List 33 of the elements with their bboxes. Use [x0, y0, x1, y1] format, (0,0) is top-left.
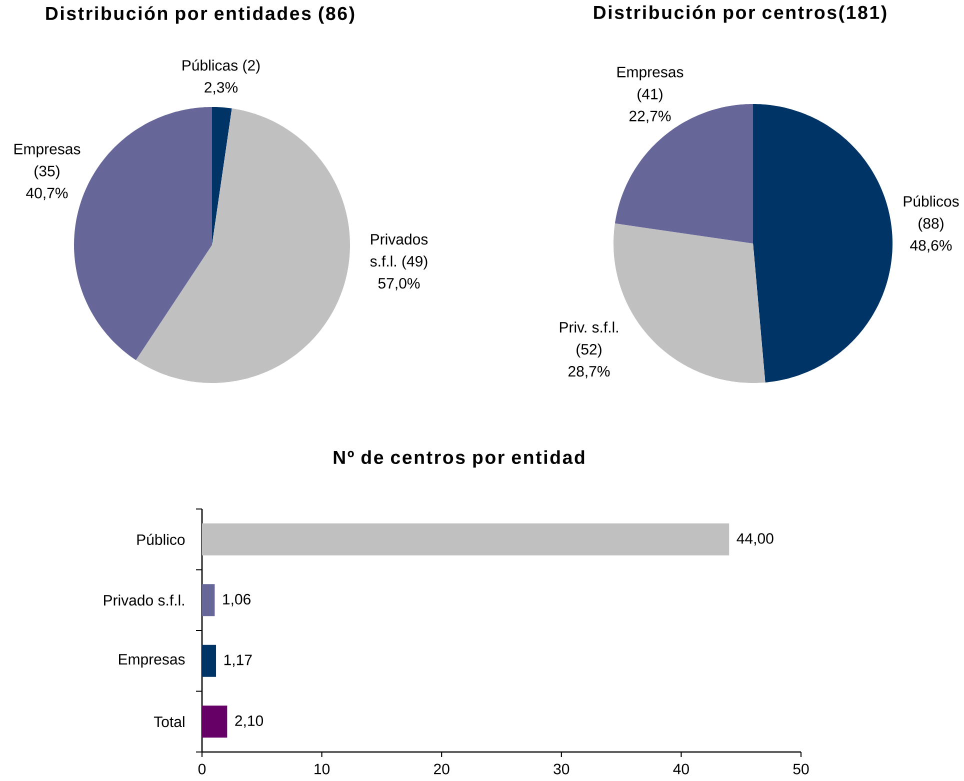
slice-label: Priv. s.f.l. (52) [560, 322, 618, 358]
data-label: 1,06 [223, 594, 250, 606]
data-label: 40,7% [26, 188, 68, 200]
chart-title: Distribución por centros(181) [594, 5, 886, 23]
slice-label: Públicas (2) [182, 60, 260, 74]
x-tick-label: 0 [198, 764, 206, 774]
x-tick-label: 50 [793, 764, 809, 774]
data-label: 22,7% [629, 110, 671, 124]
chart-title: Distribución por entidades (86) [46, 6, 354, 24]
y-tick-label: Empresas [119, 654, 185, 668]
data-label: 1,17 [224, 654, 252, 667]
slice-label: Privados s.f.l. (49) [370, 234, 428, 270]
data-label: 28,7% [568, 366, 610, 378]
x-tick-label: 10 [314, 764, 330, 774]
data-label: 57,0% [378, 278, 420, 290]
bar [202, 706, 228, 738]
x-tick-label: 20 [434, 764, 450, 774]
y-tick-label: Público [137, 534, 185, 545]
data-label: 44,00 [736, 533, 774, 546]
bar [202, 644, 216, 677]
bar [202, 523, 730, 556]
y-tick-label: Privado s.f.l. [104, 594, 184, 606]
y-tick-label: Total [154, 716, 184, 728]
data-label: 2,3% [204, 82, 238, 94]
slice-label: Empresas (41) [617, 66, 684, 102]
slice-label: Empresas (35) [14, 144, 80, 180]
x-tick-label: 30 [554, 764, 570, 774]
data-label: 2,10 [235, 715, 264, 728]
chart-title: Nº de centros por entidad [334, 450, 584, 468]
slice-label: Públicos (88) [904, 196, 959, 232]
x-tick-label: 40 [673, 764, 689, 774]
bar [202, 584, 215, 616]
data-label: 48,6% [910, 240, 952, 252]
